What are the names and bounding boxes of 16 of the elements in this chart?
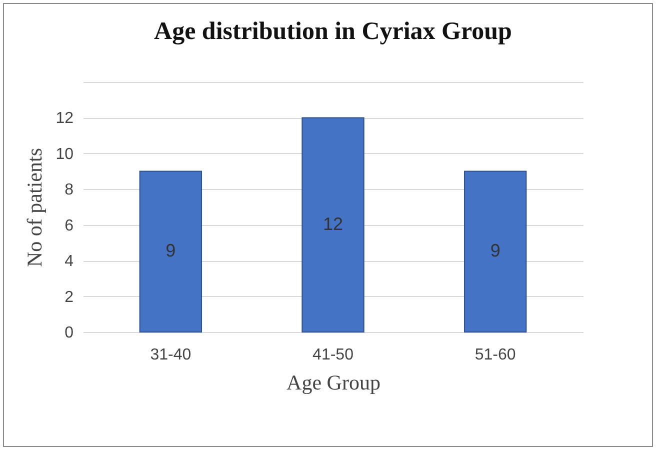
y-axis-title: No of patients (22, 148, 47, 267)
chart-title: Age distribution in Cyriax Group (154, 18, 512, 45)
data-label: 12 (322, 214, 344, 234)
data-label: 9 (166, 240, 176, 261)
x-tick-label: 41-50 (312, 346, 354, 364)
x-tick-label: 31-40 (150, 346, 192, 364)
y-tick-label: 2 (64, 288, 74, 306)
y-tick-label: 6 (64, 217, 74, 234)
y-tick-label: 12 (56, 110, 74, 128)
data-label: 9 (490, 240, 500, 261)
y-tick-label: 4 (64, 253, 74, 270)
y-tick-label: 0 (64, 324, 74, 342)
y-tick-label: 10 (56, 146, 74, 163)
x-tick-label: 51-60 (474, 346, 516, 364)
y-tick-label: 8 (64, 182, 74, 199)
x-axis-title: Age Group (286, 370, 380, 394)
